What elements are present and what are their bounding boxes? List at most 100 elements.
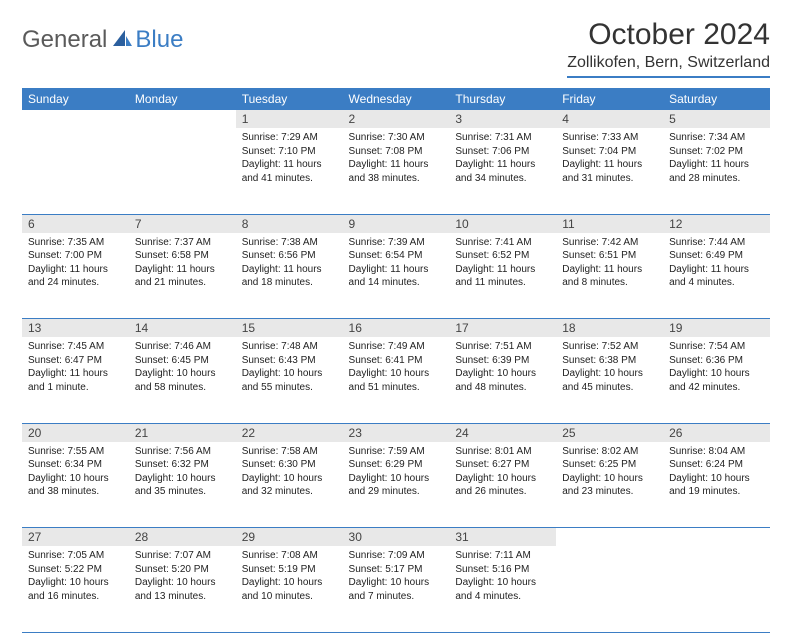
day-content: Sunrise: 7:39 AMSunset: 6:54 PMDaylight:… xyxy=(343,233,450,294)
sunset-text: Sunset: 6:30 PM xyxy=(242,458,337,472)
location-text: Zollikofen, Bern, Switzerland xyxy=(567,54,770,78)
sunset-text: Sunset: 6:54 PM xyxy=(349,249,444,263)
sunset-text: Sunset: 6:47 PM xyxy=(28,354,123,368)
day-number: 30 xyxy=(343,528,450,547)
day-cell: Sunrise: 8:02 AMSunset: 6:25 PMDaylight:… xyxy=(556,442,663,528)
day-content: Sunrise: 7:31 AMSunset: 7:06 PMDaylight:… xyxy=(449,128,556,189)
daylight-text: Daylight: 10 hours and 42 minutes. xyxy=(669,367,764,394)
title-block: October 2024 Zollikofen, Bern, Switzerla… xyxy=(567,18,770,78)
day-number: 25 xyxy=(556,423,663,442)
day-cell xyxy=(129,128,236,214)
sunset-text: Sunset: 6:41 PM xyxy=(349,354,444,368)
day-content: Sunrise: 8:02 AMSunset: 6:25 PMDaylight:… xyxy=(556,442,663,503)
day-content: Sunrise: 8:01 AMSunset: 6:27 PMDaylight:… xyxy=(449,442,556,503)
day-cell: Sunrise: 8:01 AMSunset: 6:27 PMDaylight:… xyxy=(449,442,556,528)
day-cell xyxy=(556,546,663,632)
day-number: 19 xyxy=(663,319,770,338)
sunrise-text: Sunrise: 7:30 AM xyxy=(349,131,444,145)
logo-text-blue: Blue xyxy=(135,26,183,54)
sunset-text: Sunset: 5:20 PM xyxy=(135,563,230,577)
sunrise-text: Sunrise: 8:02 AM xyxy=(562,445,657,459)
day-number: 31 xyxy=(449,528,556,547)
daylight-text: Daylight: 10 hours and 35 minutes. xyxy=(135,472,230,499)
day-cell: Sunrise: 7:42 AMSunset: 6:51 PMDaylight:… xyxy=(556,233,663,319)
sunset-text: Sunset: 6:51 PM xyxy=(562,249,657,263)
sunset-text: Sunset: 6:34 PM xyxy=(28,458,123,472)
day-number: 28 xyxy=(129,528,236,547)
day-content-row: Sunrise: 7:05 AMSunset: 5:22 PMDaylight:… xyxy=(22,546,770,632)
day-content: Sunrise: 7:34 AMSunset: 7:02 PMDaylight:… xyxy=(663,128,770,189)
day-cell: Sunrise: 7:31 AMSunset: 7:06 PMDaylight:… xyxy=(449,128,556,214)
calendar-table: Sunday Monday Tuesday Wednesday Thursday… xyxy=(22,88,770,633)
sunrise-text: Sunrise: 7:42 AM xyxy=(562,236,657,250)
day-content: Sunrise: 7:07 AMSunset: 5:20 PMDaylight:… xyxy=(129,546,236,607)
sunset-text: Sunset: 6:36 PM xyxy=(669,354,764,368)
sunset-text: Sunset: 5:19 PM xyxy=(242,563,337,577)
page-header: General Blue October 2024 Zollikofen, Be… xyxy=(22,18,770,78)
daylight-text: Daylight: 10 hours and 13 minutes. xyxy=(135,576,230,603)
day-number: 27 xyxy=(22,528,129,547)
day-cell: Sunrise: 7:33 AMSunset: 7:04 PMDaylight:… xyxy=(556,128,663,214)
day-cell: Sunrise: 8:04 AMSunset: 6:24 PMDaylight:… xyxy=(663,442,770,528)
logo-text-general: General xyxy=(22,26,107,54)
day-number: 29 xyxy=(236,528,343,547)
sunrise-text: Sunrise: 7:44 AM xyxy=(669,236,764,250)
sunrise-text: Sunrise: 7:09 AM xyxy=(349,549,444,563)
daylight-text: Daylight: 11 hours and 31 minutes. xyxy=(562,158,657,185)
day-number: 8 xyxy=(236,214,343,233)
daylight-text: Daylight: 10 hours and 26 minutes. xyxy=(455,472,550,499)
daylight-text: Daylight: 11 hours and 8 minutes. xyxy=(562,263,657,290)
sunset-text: Sunset: 6:27 PM xyxy=(455,458,550,472)
day-number: 4 xyxy=(556,110,663,128)
weekday-header: Thursday xyxy=(449,88,556,110)
logo: General Blue xyxy=(22,18,183,54)
day-content: Sunrise: 7:33 AMSunset: 7:04 PMDaylight:… xyxy=(556,128,663,189)
day-cell: Sunrise: 7:08 AMSunset: 5:19 PMDaylight:… xyxy=(236,546,343,632)
day-content: Sunrise: 7:59 AMSunset: 6:29 PMDaylight:… xyxy=(343,442,450,503)
day-cell: Sunrise: 7:30 AMSunset: 7:08 PMDaylight:… xyxy=(343,128,450,214)
sunset-text: Sunset: 6:52 PM xyxy=(455,249,550,263)
day-content: Sunrise: 7:54 AMSunset: 6:36 PMDaylight:… xyxy=(663,337,770,398)
day-content: Sunrise: 7:45 AMSunset: 6:47 PMDaylight:… xyxy=(22,337,129,398)
daylight-text: Daylight: 10 hours and 4 minutes. xyxy=(455,576,550,603)
day-content: Sunrise: 7:38 AMSunset: 6:56 PMDaylight:… xyxy=(236,233,343,294)
weekday-header-row: Sunday Monday Tuesday Wednesday Thursday… xyxy=(22,88,770,110)
sunrise-text: Sunrise: 7:48 AM xyxy=(242,340,337,354)
daylight-text: Daylight: 10 hours and 7 minutes. xyxy=(349,576,444,603)
day-content: Sunrise: 7:08 AMSunset: 5:19 PMDaylight:… xyxy=(236,546,343,607)
daylight-text: Daylight: 11 hours and 24 minutes. xyxy=(28,263,123,290)
day-content: Sunrise: 7:51 AMSunset: 6:39 PMDaylight:… xyxy=(449,337,556,398)
day-number: 18 xyxy=(556,319,663,338)
sunset-text: Sunset: 7:10 PM xyxy=(242,145,337,159)
day-number: 16 xyxy=(343,319,450,338)
day-cell: Sunrise: 7:54 AMSunset: 6:36 PMDaylight:… xyxy=(663,337,770,423)
day-number-row: 12345 xyxy=(22,110,770,128)
day-number-row: 13141516171819 xyxy=(22,319,770,338)
day-number: 11 xyxy=(556,214,663,233)
sunset-text: Sunset: 6:29 PM xyxy=(349,458,444,472)
daylight-text: Daylight: 11 hours and 21 minutes. xyxy=(135,263,230,290)
day-content: Sunrise: 7:35 AMSunset: 7:00 PMDaylight:… xyxy=(22,233,129,294)
weekday-header: Saturday xyxy=(663,88,770,110)
day-cell: Sunrise: 7:45 AMSunset: 6:47 PMDaylight:… xyxy=(22,337,129,423)
sunrise-text: Sunrise: 7:08 AM xyxy=(242,549,337,563)
sunrise-text: Sunrise: 7:33 AM xyxy=(562,131,657,145)
day-number: 22 xyxy=(236,423,343,442)
sunrise-text: Sunrise: 7:39 AM xyxy=(349,236,444,250)
day-content-row: Sunrise: 7:35 AMSunset: 7:00 PMDaylight:… xyxy=(22,233,770,319)
day-cell xyxy=(22,128,129,214)
day-content: Sunrise: 8:04 AMSunset: 6:24 PMDaylight:… xyxy=(663,442,770,503)
sunrise-text: Sunrise: 7:37 AM xyxy=(135,236,230,250)
day-content: Sunrise: 7:58 AMSunset: 6:30 PMDaylight:… xyxy=(236,442,343,503)
sunset-text: Sunset: 5:16 PM xyxy=(455,563,550,577)
sunset-text: Sunset: 6:58 PM xyxy=(135,249,230,263)
day-cell: Sunrise: 7:38 AMSunset: 6:56 PMDaylight:… xyxy=(236,233,343,319)
weekday-header: Friday xyxy=(556,88,663,110)
day-number-row: 20212223242526 xyxy=(22,423,770,442)
day-content: Sunrise: 7:49 AMSunset: 6:41 PMDaylight:… xyxy=(343,337,450,398)
sunset-text: Sunset: 6:25 PM xyxy=(562,458,657,472)
day-number: 7 xyxy=(129,214,236,233)
daylight-text: Daylight: 10 hours and 23 minutes. xyxy=(562,472,657,499)
day-cell: Sunrise: 7:59 AMSunset: 6:29 PMDaylight:… xyxy=(343,442,450,528)
sunset-text: Sunset: 6:49 PM xyxy=(669,249,764,263)
